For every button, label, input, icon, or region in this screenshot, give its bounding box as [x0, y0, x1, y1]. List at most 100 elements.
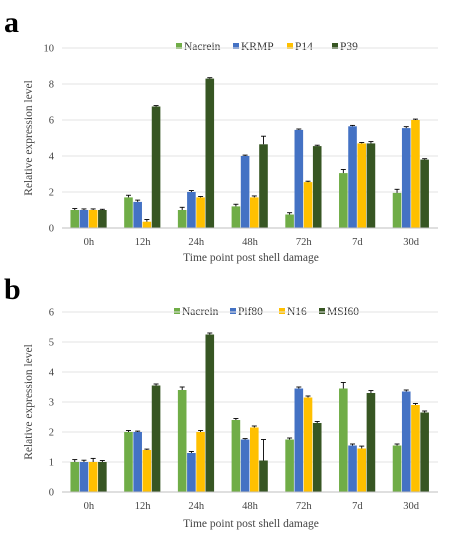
bar [142, 450, 152, 492]
bar [196, 432, 205, 492]
bar [339, 173, 348, 228]
bar [133, 201, 142, 228]
bars-b [70, 332, 429, 492]
bar [205, 334, 215, 492]
bar [411, 405, 420, 492]
x-tick-label: 0h [84, 237, 95, 248]
y-tick-label: 10 [44, 44, 55, 55]
x-tick-label: 30d [403, 501, 420, 512]
legend-a: Nacrein KRMP P14 P39 [176, 41, 358, 53]
bar [231, 206, 241, 228]
y-axis-label-a: Relative expression level [23, 80, 35, 196]
bar [205, 78, 215, 228]
y-tick-label: 4 [49, 152, 55, 163]
legend-swatch [319, 308, 325, 314]
legend-swatch [287, 43, 293, 49]
legend-swatch [230, 308, 236, 314]
bar [142, 221, 152, 228]
bar [79, 210, 89, 228]
bar [133, 432, 142, 492]
bar [231, 420, 241, 492]
bar [357, 448, 367, 492]
y-tick-label: 6 [49, 308, 54, 319]
bar [285, 214, 294, 228]
bar [151, 106, 161, 228]
bar [240, 439, 250, 492]
bar [250, 197, 259, 228]
bar [285, 439, 294, 492]
bar [357, 143, 367, 228]
x-tick-label: 48h [242, 501, 259, 512]
legend-swatch [174, 308, 180, 314]
y-tick-label: 2 [49, 188, 54, 199]
bar [79, 462, 89, 492]
bar [88, 210, 98, 228]
bar [303, 182, 313, 228]
bar [250, 427, 259, 492]
y-tick-label: 4 [49, 368, 55, 379]
x-tick-label: 24h [188, 501, 205, 512]
legend-label: Nacrein [184, 41, 221, 53]
bar [312, 146, 322, 228]
bar [303, 397, 313, 492]
chart-panel-a: a Nacrein KRMP P14 P39 0 2 4 6 8 10 0h 12h 24h 48h 72… [4, 6, 438, 264]
bar [259, 144, 268, 228]
legend-swatch [176, 43, 182, 49]
bar [70, 462, 80, 492]
x-tick-label: 12h [135, 501, 152, 512]
bar [259, 460, 268, 492]
legend-label: KRMP [241, 41, 274, 53]
bar [124, 197, 133, 228]
panel-label-a: a [4, 6, 19, 39]
x-tick-label: 72h [296, 501, 313, 512]
bar [401, 128, 411, 228]
bar [177, 390, 187, 492]
y-tick-label: 8 [49, 80, 54, 91]
legend-label: P39 [340, 41, 358, 53]
bar [98, 462, 107, 492]
legend-label: P14 [295, 41, 313, 53]
bar [339, 388, 348, 492]
gridlines-a [62, 47, 438, 193]
bar [88, 462, 98, 492]
x-axis-label-a: Time point post shell damage [183, 252, 319, 264]
axes-a: 0 2 4 6 8 10 0h 12h 24h 48h 72h 7d 30d [44, 44, 438, 248]
x-tick-label: 7d [352, 237, 363, 248]
legend-swatch [233, 43, 239, 49]
legend-swatch [279, 308, 285, 314]
bar [392, 192, 402, 228]
bar [70, 210, 80, 228]
bar [401, 391, 411, 492]
bar [98, 210, 107, 228]
x-tick-label: 12h [135, 237, 152, 248]
bar [240, 156, 250, 228]
x-tick-label: 72h [296, 237, 313, 248]
y-tick-label: 2 [49, 428, 54, 439]
x-axis-label-b: Time point post shell damage [183, 518, 319, 530]
bar [366, 143, 376, 228]
x-tick-label: 48h [242, 237, 259, 248]
bar [187, 192, 196, 228]
bar [124, 432, 133, 492]
bar [420, 159, 429, 228]
bar [348, 126, 357, 228]
y-tick-label: 5 [49, 338, 54, 349]
y-tick-label: 1 [49, 458, 54, 469]
axes-b: 0 1 2 3 4 5 6 0h 12h 24h 48h 72h 7d 30d [49, 308, 438, 512]
bar [294, 129, 304, 228]
panel-label-b: b [4, 273, 21, 306]
bar [392, 445, 402, 492]
bar [366, 393, 376, 492]
y-tick-label: 0 [49, 488, 54, 499]
bar [411, 120, 420, 228]
y-axis-label-b: Relative expression level [23, 344, 35, 460]
bar [348, 445, 357, 492]
x-tick-label: 24h [188, 237, 205, 248]
y-tick-label: 6 [49, 116, 54, 127]
bar [187, 453, 196, 492]
y-tick-label: 3 [49, 398, 54, 409]
y-tick-label: 0 [49, 224, 54, 235]
x-tick-label: 7d [352, 501, 363, 512]
